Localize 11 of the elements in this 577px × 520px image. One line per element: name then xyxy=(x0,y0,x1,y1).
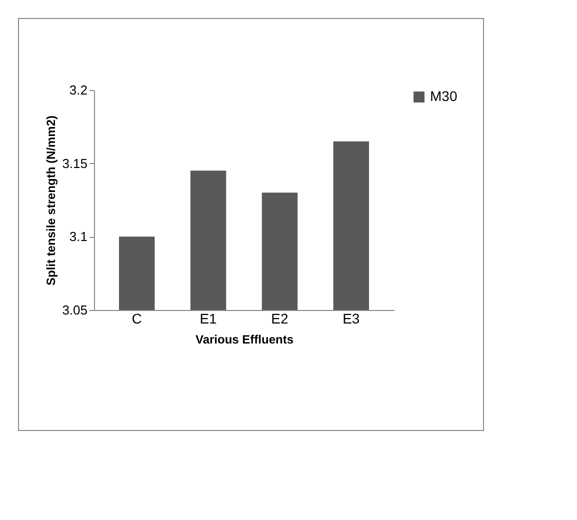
legend-label: M30 xyxy=(430,88,458,104)
y-tick-label: 3.2 xyxy=(69,82,88,98)
x-tick-label: C xyxy=(132,310,142,326)
x-axis-title: Various Effluents xyxy=(195,332,294,346)
y-axis-title: Split tensile strength (N/mm2) xyxy=(44,115,58,286)
y-tick-label: 3.15 xyxy=(62,156,88,171)
y-tick-label: 3.05 xyxy=(62,302,88,318)
x-tick-label: E1 xyxy=(200,310,218,326)
x-tick-label: E3 xyxy=(342,310,360,326)
y-tick-label: 3.1 xyxy=(69,229,88,244)
x-tick-label: E2 xyxy=(271,310,288,326)
